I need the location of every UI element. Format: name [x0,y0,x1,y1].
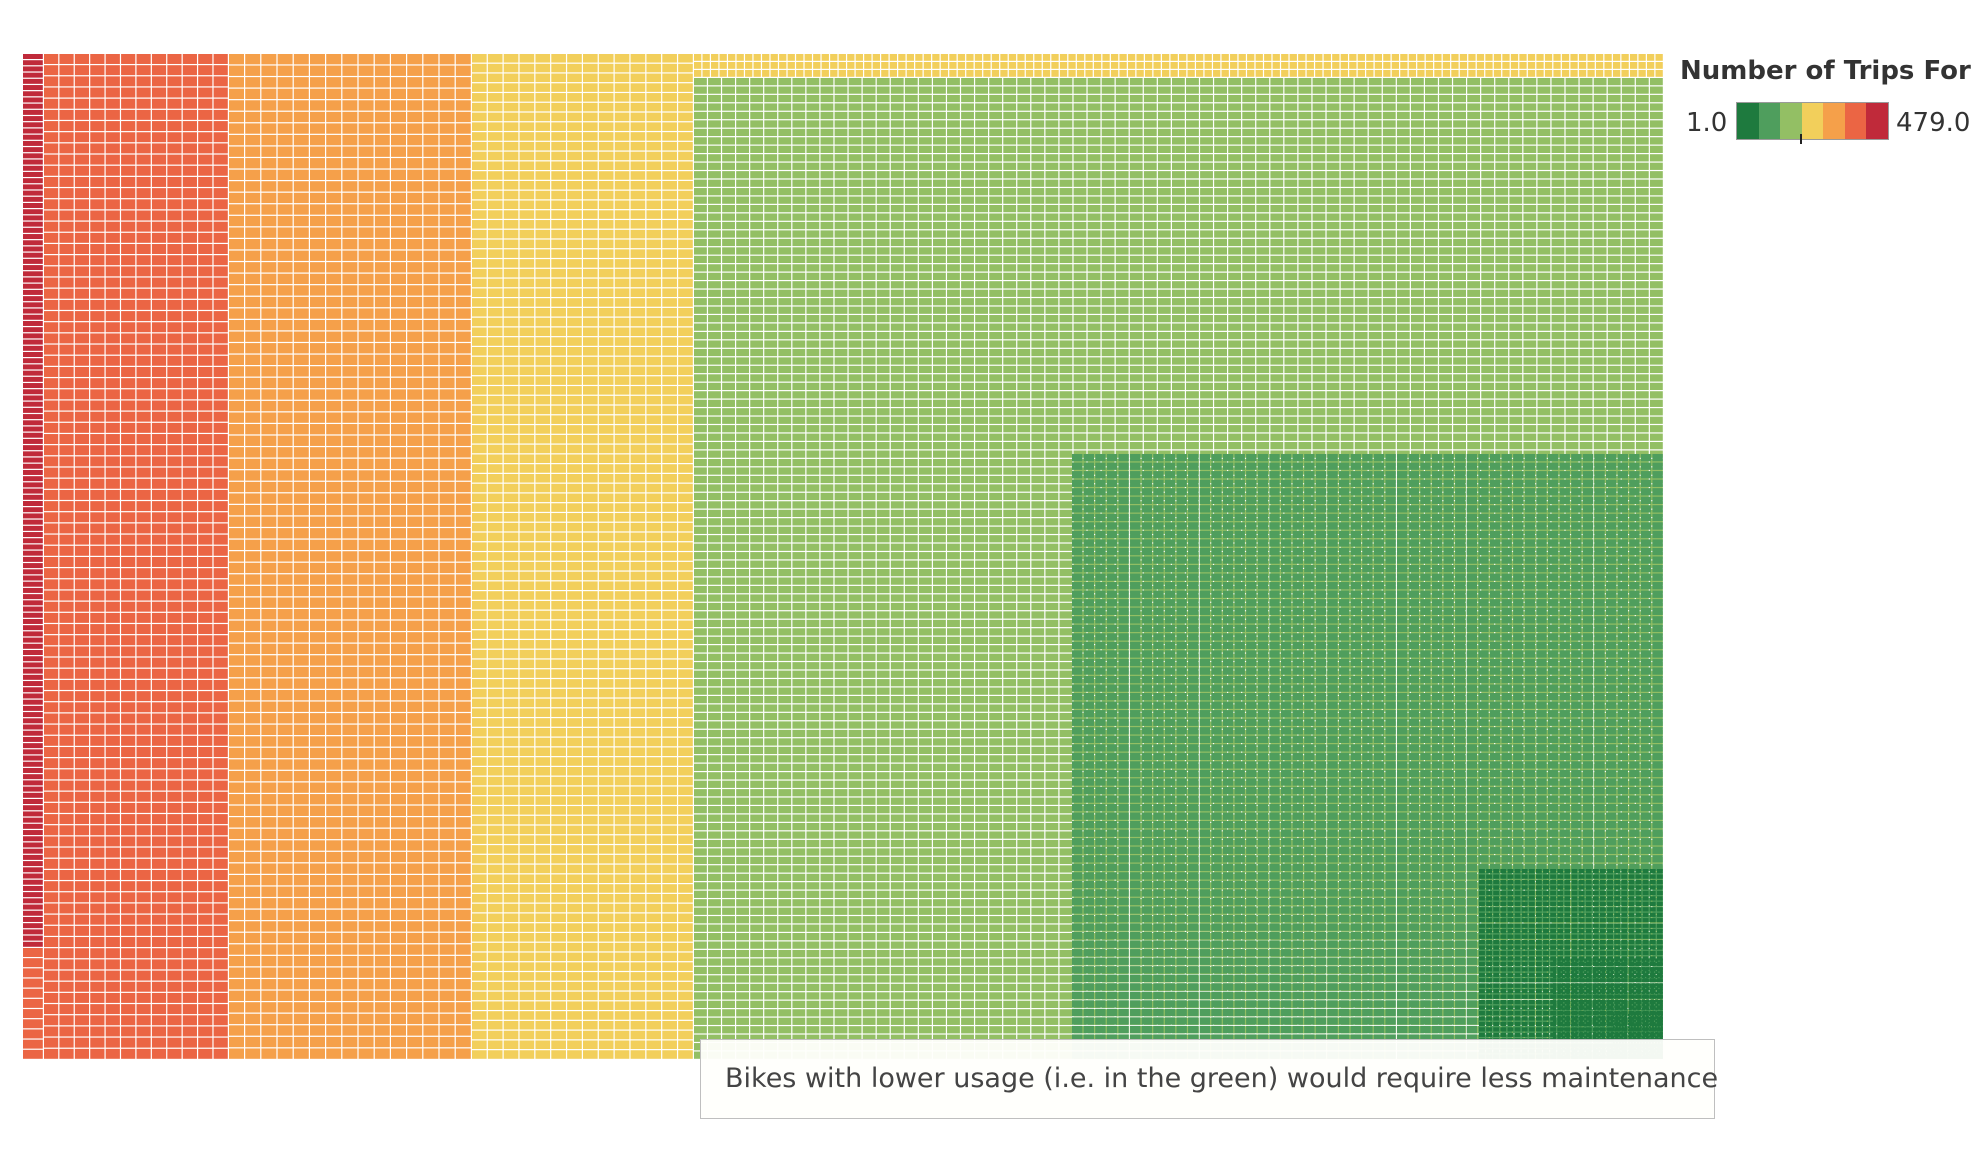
cell-group-orange [229,54,471,1059]
cell-group-yellow-top [694,54,1663,77]
cell-group-darkred [23,54,43,947]
cell-group-red-bottom [23,948,43,1059]
cell-group-yellow [472,54,693,1059]
treemap-svg [23,54,1663,1059]
legend-swatch-5 [1844,103,1867,139]
legend-swatch-4 [1823,103,1845,139]
legend-swatch-6 [1866,103,1889,139]
legend-min-label: 1.0 [1686,108,1728,138]
treemap-chart [23,54,1664,1060]
legend-color-scale [1736,102,1889,140]
cell-group-lightgreen [694,78,1663,1059]
legend-title: Number of Trips For E.. [1680,56,1980,86]
legend-swatch-3 [1801,103,1824,139]
cell-group-red [44,54,228,1059]
cell-group-green [1072,454,1663,1059]
legend-swatch-0 [1737,103,1759,139]
annotation-box: Bikes with lower usage (i.e. in the gree… [700,1039,1718,1119]
legend-max-label: 479.0 [1896,108,1971,138]
legend-swatch-2 [1780,103,1802,139]
legend-swatch-1 [1758,103,1781,139]
legend-marker [1799,134,1802,144]
